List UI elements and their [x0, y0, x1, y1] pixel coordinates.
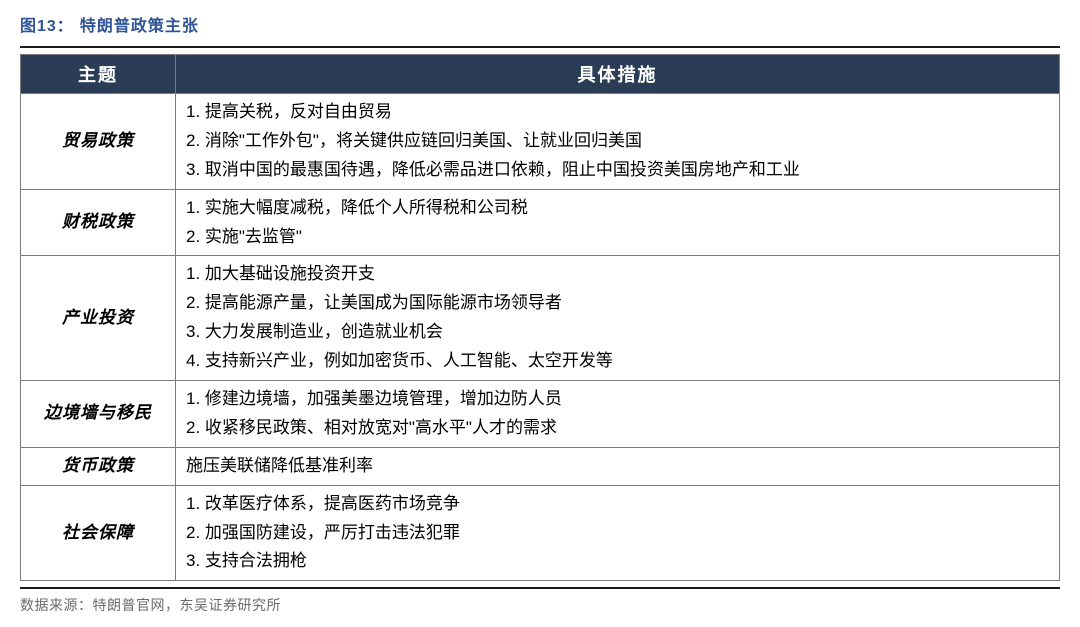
policy-table: 主题 具体措施 贸易政策1. 提高关税，反对自由贸易2. 消除"工作外包"，将关…: [20, 54, 1060, 581]
bottom-rule: [20, 587, 1060, 589]
topic-cell: 贸易政策: [21, 94, 176, 190]
measure-line: 2. 加强国防建设，严厉打击违法犯罪: [186, 519, 1049, 548]
topic-cell: 社会保障: [21, 485, 176, 581]
measure-line: 4. 支持新兴产业，例如加密货币、人工智能、太空开发等: [186, 347, 1049, 376]
measure-line: 1. 改革医疗体系，提高医药市场竞争: [186, 490, 1049, 519]
measure-line: 3. 取消中国的最惠国待遇，降低必需品进口依赖，阻止中国投资美国房地产和工业: [186, 156, 1049, 185]
table-header-row: 主题 具体措施: [21, 55, 1060, 94]
table-body: 贸易政策1. 提高关税，反对自由贸易2. 消除"工作外包"，将关键供应链回归美国…: [21, 94, 1060, 581]
table-row: 贸易政策1. 提高关税，反对自由贸易2. 消除"工作外包"，将关键供应链回归美国…: [21, 94, 1060, 190]
topic-cell: 产业投资: [21, 256, 176, 381]
measure-line: 2. 实施"去监管": [186, 223, 1049, 252]
table-row: 财税政策1. 实施大幅度减税，降低个人所得税和公司税2. 实施"去监管": [21, 189, 1060, 256]
measure-line: 3. 大力发展制造业，创造就业机会: [186, 318, 1049, 347]
measure-line: 2. 提高能源产量，让美国成为国际能源市场领导者: [186, 289, 1049, 318]
col-topic: 主题: [21, 55, 176, 94]
measure-line: 施压美联储降低基准利率: [186, 452, 1049, 481]
figure-number: 图13：: [20, 18, 74, 35]
col-measures: 具体措施: [176, 55, 1060, 94]
table-row: 产业投资1. 加大基础设施投资开支2. 提高能源产量，让美国成为国际能源市场领导…: [21, 256, 1060, 381]
table-row: 社会保障1. 改革医疗体系，提高医药市场竞争2. 加强国防建设，严厉打击违法犯罪…: [21, 485, 1060, 581]
figure-title-text: 特朗普政策主张: [80, 18, 199, 35]
measure-line: 1. 加大基础设施投资开支: [186, 260, 1049, 289]
measures-cell: 1. 改革医疗体系，提高医药市场竞争2. 加强国防建设，严厉打击违法犯罪3. 支…: [176, 485, 1060, 581]
top-rule: [20, 46, 1060, 48]
measures-cell: 1. 提高关税，反对自由贸易2. 消除"工作外包"，将关键供应链回归美国、让就业…: [176, 94, 1060, 190]
topic-cell: 边境墙与移民: [21, 381, 176, 448]
figure-title: 图13： 特朗普政策主张: [20, 12, 1060, 36]
measures-cell: 1. 加大基础设施投资开支2. 提高能源产量，让美国成为国际能源市场领导者3. …: [176, 256, 1060, 381]
measure-line: 1. 提高关税，反对自由贸易: [186, 98, 1049, 127]
data-source: 数据来源：特朗普官网，东吴证券研究所: [20, 595, 1060, 615]
table-row: 边境墙与移民1. 修建边境墙，加强美墨边境管理，增加边防人员2. 收紧移民政策、…: [21, 381, 1060, 448]
table-row: 货币政策施压美联储降低基准利率: [21, 447, 1060, 485]
measures-cell: 1. 修建边境墙，加强美墨边境管理，增加边防人员2. 收紧移民政策、相对放宽对"…: [176, 381, 1060, 448]
measures-cell: 1. 实施大幅度减税，降低个人所得税和公司税2. 实施"去监管": [176, 189, 1060, 256]
measure-line: 1. 修建边境墙，加强美墨边境管理，增加边防人员: [186, 385, 1049, 414]
measure-line: 2. 收紧移民政策、相对放宽对"高水平"人才的需求: [186, 414, 1049, 443]
measure-line: 1. 实施大幅度减税，降低个人所得税和公司税: [186, 194, 1049, 223]
measure-line: 3. 支持合法拥枪: [186, 547, 1049, 576]
measure-line: 2. 消除"工作外包"，将关键供应链回归美国、让就业回归美国: [186, 127, 1049, 156]
topic-cell: 财税政策: [21, 189, 176, 256]
measures-cell: 施压美联储降低基准利率: [176, 447, 1060, 485]
topic-cell: 货币政策: [21, 447, 176, 485]
